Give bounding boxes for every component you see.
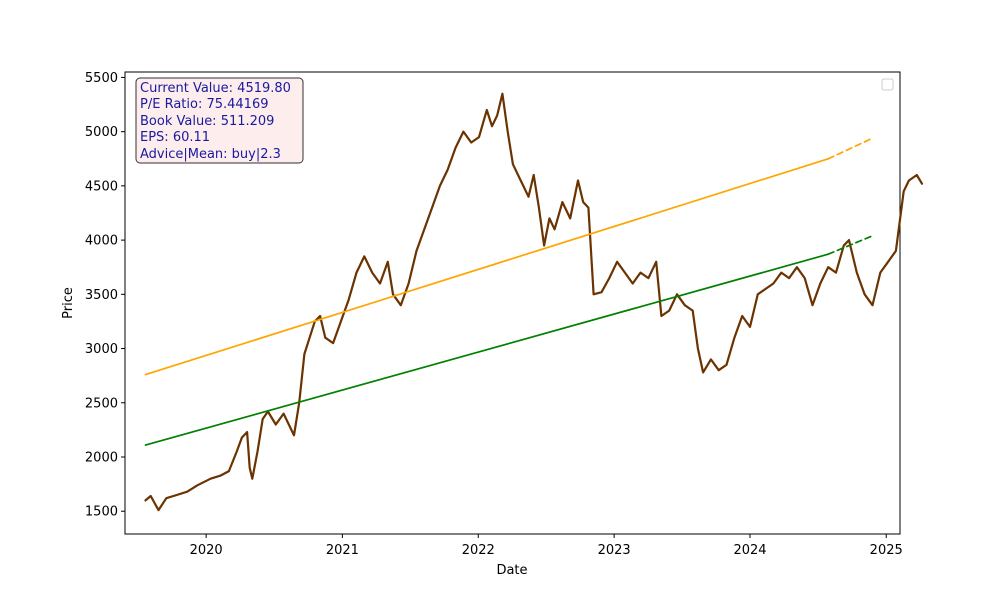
legend-box [881,78,894,91]
y-tick-label: 3000 [85,342,118,357]
series-line-trend-3 [144,253,830,446]
x-tick-label: 2023 [598,543,631,558]
x-tick-label: 2021 [326,543,359,558]
y-tick-label: 2000 [85,451,118,466]
x-tick-label: 2025 [870,543,903,558]
info-advice-mean: Advice|Mean: buy|2.3 [140,147,281,162]
x-tick-label: 2024 [733,543,766,558]
series-line-trend-1 [144,157,830,376]
y-tick-label: 5500 [85,71,118,86]
x-tick-label: 2020 [190,543,223,558]
y-axis-label: Price [61,287,76,319]
x-axis: 2020 2021 2022 2023 2024 2025 [190,534,903,558]
y-tick-label: 1500 [85,505,118,520]
y-tick-label: 4500 [85,179,118,194]
x-tick-label: 2022 [462,543,495,558]
series-layer [144,92,924,512]
series-line-price-0 [144,92,924,512]
series-line-trend-forecast-4 [827,234,874,256]
y-tick-label: 4000 [85,234,118,249]
y-tick-label: 3500 [85,288,118,303]
y-axis: 1500 2000 2500 3000 3500 4000 4500 5000 5500 [85,71,125,520]
info-eps: EPS: 60.11 [140,130,210,145]
info-book-value: Book Value: 511.209 [140,114,274,129]
y-tick-label: 5000 [85,125,118,140]
info-box: Current Value: 4519.80 P/E Ratio: 75.441… [135,77,304,164]
info-pe-ratio: P/E Ratio: 75.44169 [140,97,268,112]
series-line-trend-forecast-2 [827,137,874,160]
y-tick-label: 2500 [85,396,118,411]
x-axis-label: Date [496,563,527,578]
info-current-value: Current Value: 4519.80 [140,81,291,96]
info-box-background [135,77,304,164]
